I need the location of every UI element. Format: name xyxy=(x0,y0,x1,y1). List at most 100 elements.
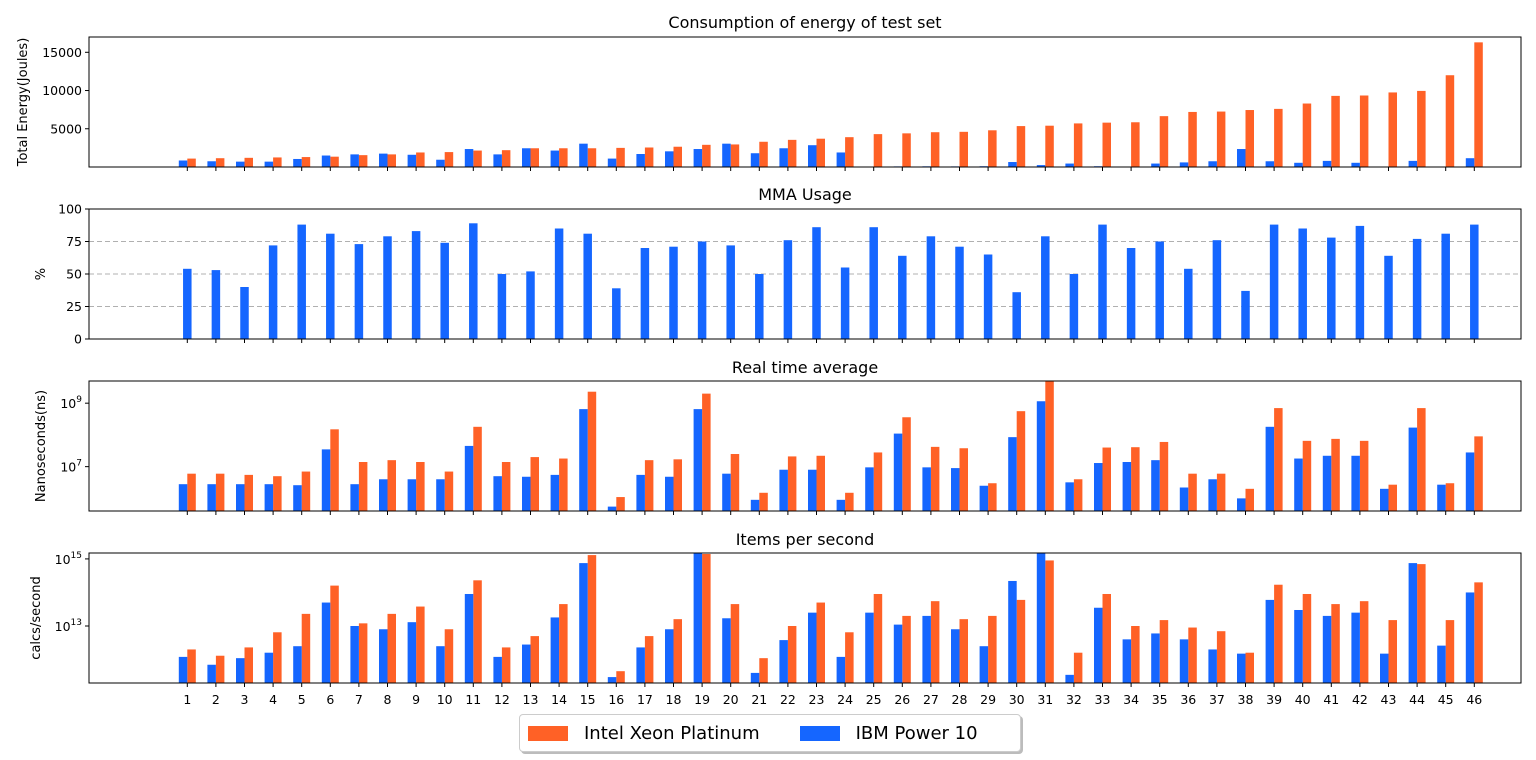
panel-4-bar-intel-37 xyxy=(1216,631,1226,683)
panel-3-bar-ibm-40 xyxy=(1294,458,1303,511)
xtick-label-27: 27 xyxy=(923,692,939,707)
panel-1-bar-ibm-7 xyxy=(350,154,359,167)
panel-3-bar-ibm-45 xyxy=(1437,484,1446,511)
panel-3-bar-intel-22 xyxy=(787,456,797,511)
panel-4-bar-ibm-45 xyxy=(1437,645,1446,683)
panel-4-bar-ibm-30 xyxy=(1008,580,1017,683)
legend-label-intel: Intel Xeon Platinum xyxy=(584,722,760,744)
panel-4-bar-ibm-39 xyxy=(1265,599,1275,683)
xtick-label-21: 21 xyxy=(751,692,767,707)
panel-4-bar-ibm-17 xyxy=(636,647,645,683)
legend-item-intel: Intel Xeon Platinum xyxy=(528,723,760,744)
panel-3-bar-ibm-46 xyxy=(1465,452,1475,511)
panel-3-bar-ibm-42 xyxy=(1351,455,1360,511)
panel-4-bar-intel-41 xyxy=(1331,604,1340,683)
panel-1-bar-intel-4 xyxy=(273,157,282,167)
panel-3-bar-intel-17 xyxy=(644,460,654,511)
xtick-label-37: 37 xyxy=(1209,692,1225,707)
panel-1-bar-ibm-6 xyxy=(321,155,331,167)
panel-2-bar-ibm-29 xyxy=(983,254,993,339)
panel-2-ytick-label: 50 xyxy=(66,267,82,282)
panel-4-bar-ibm-16 xyxy=(607,677,617,683)
panel-1-bar-intel-26 xyxy=(902,133,911,167)
panel-3-bar-ibm-6 xyxy=(321,449,331,511)
xtick-label-7: 7 xyxy=(355,692,363,707)
panel-1-bar-ibm-44 xyxy=(1408,160,1418,167)
panel-3-bar-ibm-14 xyxy=(550,474,560,511)
panel-1-bar-intel-29 xyxy=(988,130,997,167)
xtick-label-34: 34 xyxy=(1123,692,1139,707)
xtick-label-3: 3 xyxy=(241,692,249,707)
panel-4-bar-intel-22 xyxy=(787,626,797,683)
panel-1-frame xyxy=(88,36,1522,168)
panel-4-bar-intel-25 xyxy=(873,593,883,683)
panel-1-bar-ibm-8 xyxy=(379,153,388,167)
panel-4-bar-intel-11 xyxy=(473,580,482,683)
panel-1-bar-intel-5 xyxy=(301,157,311,167)
panel-2-bar-ibm-1 xyxy=(183,268,192,339)
panel-1-bar-ibm-16 xyxy=(607,158,617,167)
panel-4-bar-intel-8 xyxy=(387,613,396,683)
panel-4-bar-ibm-29 xyxy=(979,646,989,683)
panel-4-bar-ibm-41 xyxy=(1322,615,1332,683)
panel-1-bar-intel-17 xyxy=(644,147,654,167)
panel-2-bar-ibm-17 xyxy=(640,248,650,339)
panel-2-ytick-label: 25 xyxy=(66,299,82,314)
panel-3-bar-intel-11 xyxy=(473,426,482,511)
panel-3-bar-ibm-33 xyxy=(1094,463,1103,511)
panel-3-bar-intel-35 xyxy=(1159,441,1169,511)
panel-4-bar-ibm-10 xyxy=(436,646,445,683)
panel-1-bar-intel-14 xyxy=(559,148,568,167)
xtick-label-20: 20 xyxy=(723,692,739,707)
xtick-label-42: 42 xyxy=(1352,692,1368,707)
panel-1-bar-ibm-38 xyxy=(1237,149,1246,167)
panel-1-bar-intel-20 xyxy=(730,144,740,167)
panel-4-bar-intel-2 xyxy=(215,655,225,683)
panel-4-bar-intel-23 xyxy=(816,602,825,683)
panel-2-bar-ibm-18 xyxy=(669,246,678,339)
panel-3-bar-ibm-44 xyxy=(1408,427,1418,511)
panel-1-bar-ibm-9 xyxy=(407,154,417,167)
xtick-label-22: 22 xyxy=(780,692,796,707)
panel-4-bar-intel-28 xyxy=(959,619,968,683)
xtick-label-4: 4 xyxy=(269,692,277,707)
panel-1-bar-intel-27 xyxy=(930,132,940,167)
panel-4-ylabel: calcs/second xyxy=(29,576,44,659)
panel-1-bar-intel-33 xyxy=(1102,122,1111,167)
panel-2-bar-ibm-37 xyxy=(1212,240,1222,339)
panel-1-bar-ibm-46 xyxy=(1465,158,1475,167)
panel-1-bar-intel-3 xyxy=(244,157,253,167)
panel-4-frame xyxy=(88,552,1522,684)
panel-3-bar-intel-3 xyxy=(244,474,253,511)
panel-1-bar-intel-21 xyxy=(759,141,768,167)
panel-4-bar-intel-43 xyxy=(1388,620,1397,683)
panel-3-bar-ibm-9 xyxy=(407,479,417,511)
panel-4-bar-intel-35 xyxy=(1159,620,1169,683)
panel-2-bar-ibm-23 xyxy=(812,227,821,339)
panel-3-bar-ibm-25 xyxy=(865,467,874,511)
panel-3-bar-intel-41 xyxy=(1331,438,1340,511)
panel-3-bar-intel-24 xyxy=(845,492,854,511)
panel-2-bar-ibm-33 xyxy=(1098,224,1107,339)
xtick-label-38: 38 xyxy=(1238,692,1254,707)
panel-1-bar-intel-22 xyxy=(787,139,797,167)
panel-3-bar-intel-40 xyxy=(1302,440,1312,511)
panel-2-bar-ibm-5 xyxy=(297,224,306,339)
xtick-label-19: 19 xyxy=(694,692,710,707)
panel-4-bar-ibm-4 xyxy=(264,652,274,683)
panel-2-bar-ibm-2 xyxy=(211,270,221,339)
panel-3-bar-ibm-2 xyxy=(207,484,216,511)
panel-4-bar-intel-29 xyxy=(988,615,997,683)
panel-4-bar-intel-33 xyxy=(1102,593,1111,683)
panel-1-bar-intel-18 xyxy=(673,146,682,167)
xtick-label-30: 30 xyxy=(1009,692,1025,707)
panel-4-bar-intel-31 xyxy=(1045,560,1054,683)
panel-2-bar-ibm-6 xyxy=(326,233,335,339)
panel-2-bar-ibm-15 xyxy=(583,233,592,339)
xtick-label-33: 33 xyxy=(1095,692,1111,707)
panel-4-bar-ibm-35 xyxy=(1151,633,1160,683)
panel-3-bar-intel-7 xyxy=(358,462,368,511)
panel-4-bar-intel-4 xyxy=(273,632,282,683)
panel-3-bar-ibm-15 xyxy=(579,409,588,511)
panel-3-bar-intel-20 xyxy=(730,454,740,511)
